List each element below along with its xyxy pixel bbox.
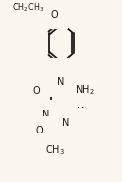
Text: NH$_2$: NH$_2$ xyxy=(75,84,95,97)
Text: N: N xyxy=(62,118,70,128)
Text: O: O xyxy=(32,86,40,96)
Text: N: N xyxy=(42,110,49,120)
Text: NH: NH xyxy=(54,68,69,78)
Text: O: O xyxy=(51,10,58,20)
Text: CH$_3$: CH$_3$ xyxy=(45,143,65,157)
Text: O: O xyxy=(35,126,43,136)
Text: $\mathregular{CH_2CH_3}$: $\mathregular{CH_2CH_3}$ xyxy=(12,2,44,14)
Text: N: N xyxy=(77,100,84,110)
Text: N: N xyxy=(57,77,64,87)
